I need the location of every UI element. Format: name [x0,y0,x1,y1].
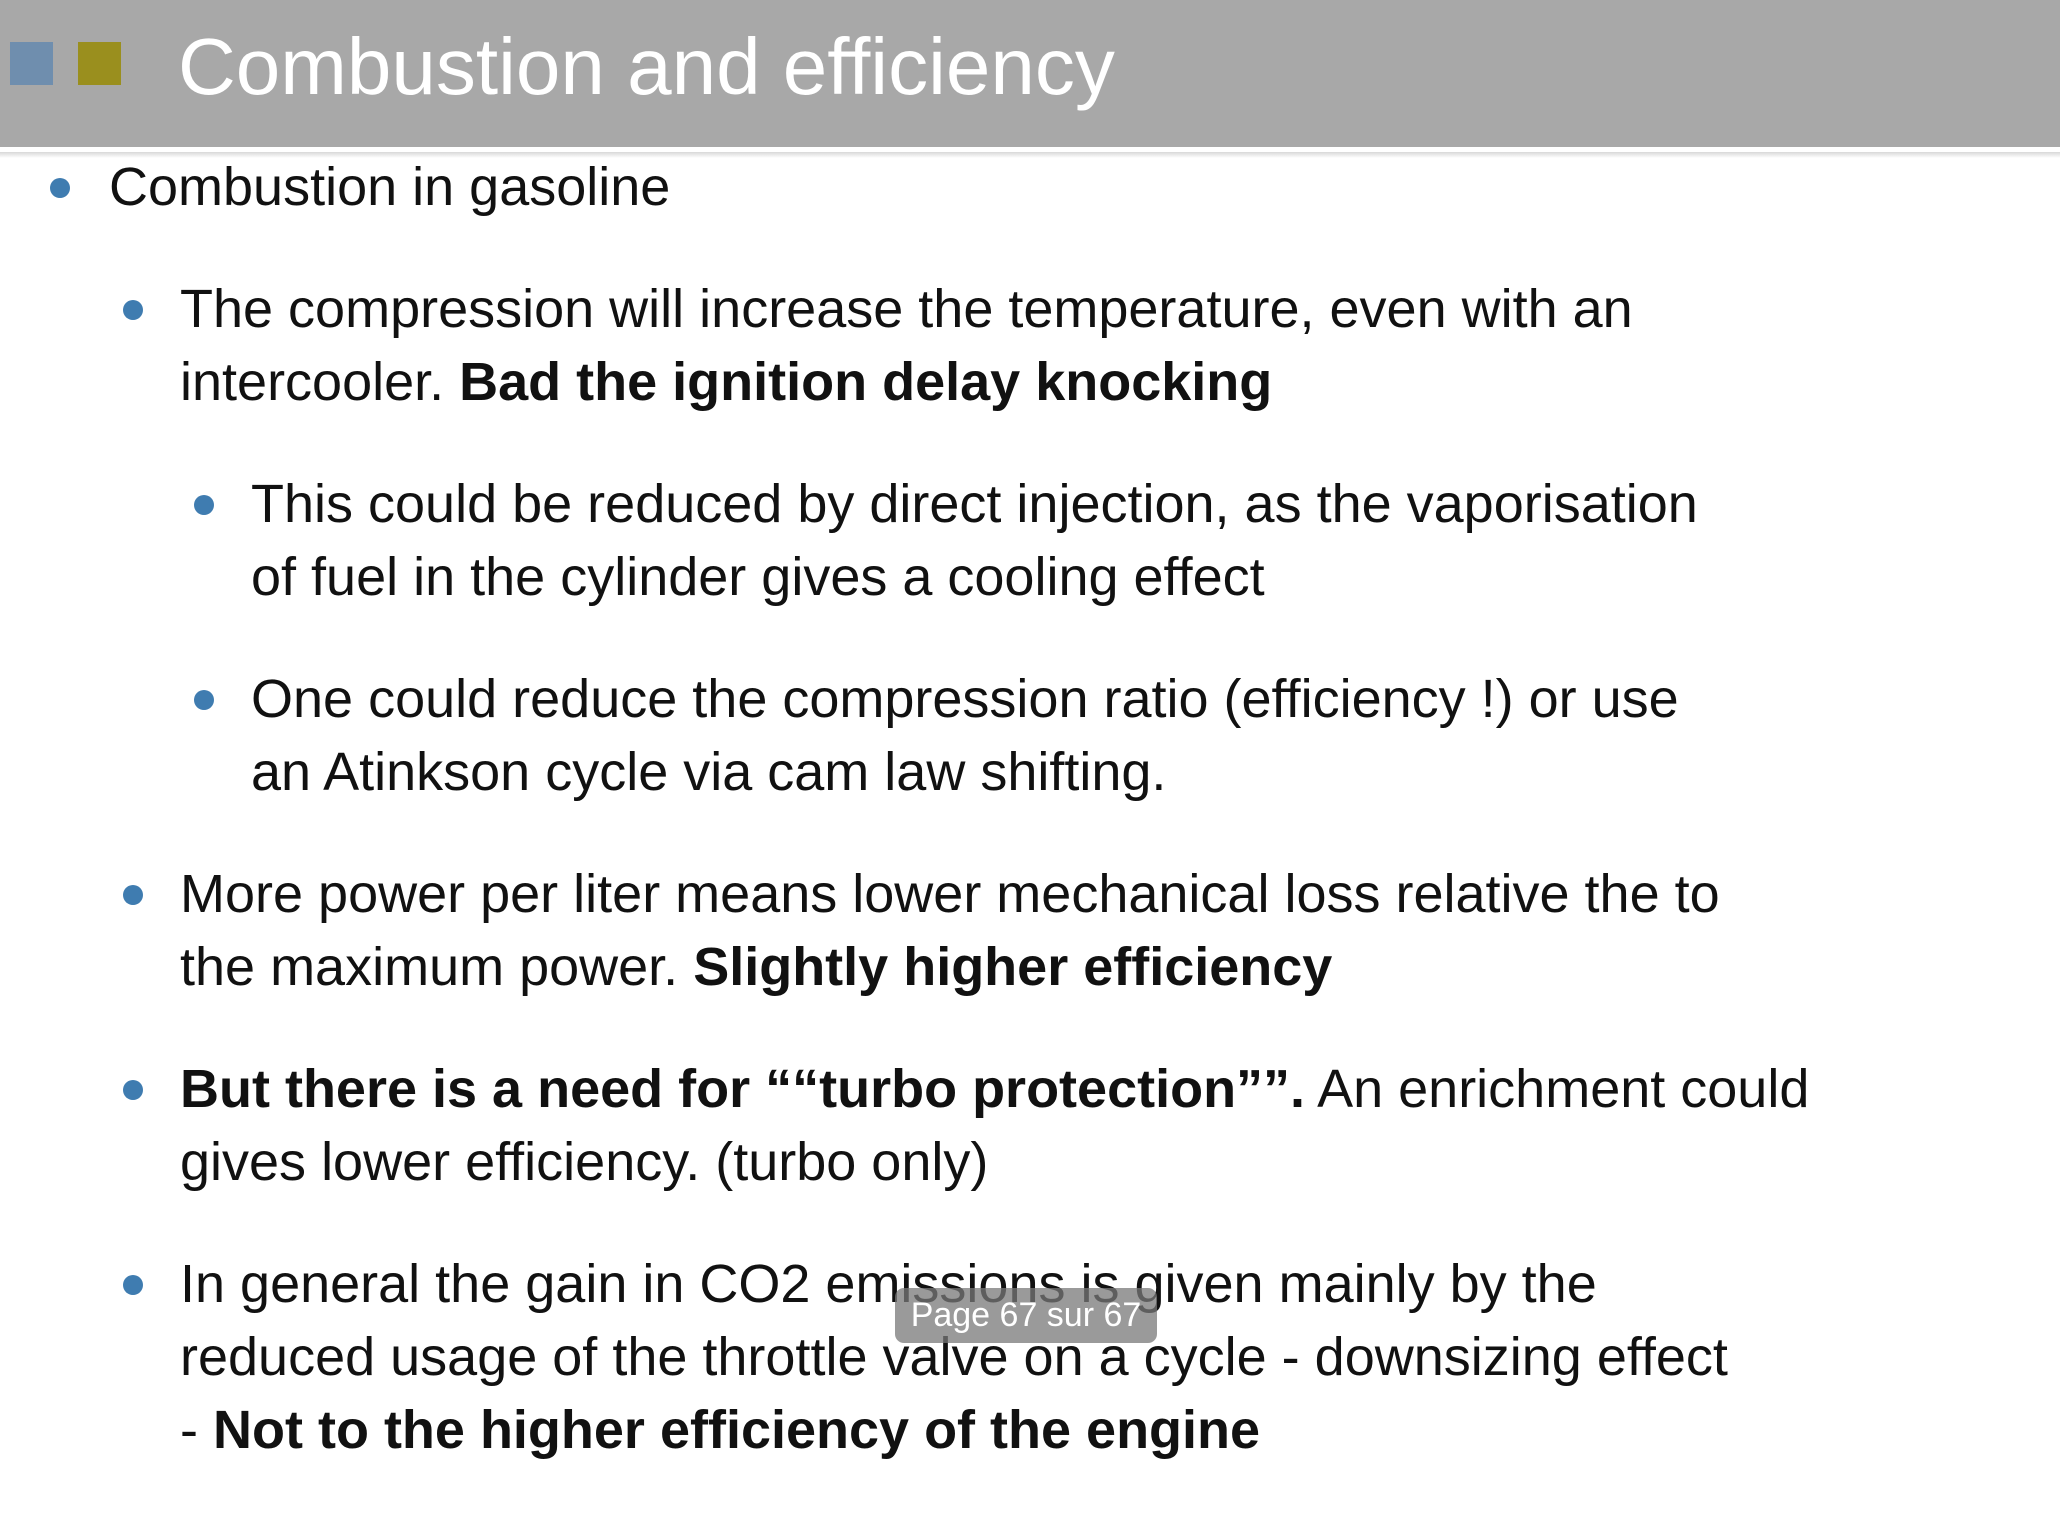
text-line: More power per liter means lower mechani… [180,858,2060,931]
text-line: - Not to the higher efficiency of the en… [180,1394,2060,1467]
bullet-item: One could reduce the compression ratio (… [0,663,2060,809]
text-line: reduced usage of the throttle valve on a… [180,1321,2060,1394]
text: The compression will increase the temper… [180,279,1633,339]
text-line: of fuel in the cylinder gives a cooling … [251,541,2060,614]
header-square [10,42,53,85]
header-rule [0,152,2060,158]
text-line: Combustion in gasoline [109,151,2060,224]
slide-title: Combustion and efficiency [178,22,1115,111]
text: the maximum power. [180,937,694,997]
text-line: But there is a need for ““turbo protecti… [180,1053,2060,1126]
bullet-item: This could be reduced by direct injectio… [0,468,2060,614]
bullet-item: Combustion in gasoline [0,151,2060,224]
bullet-dot [123,885,143,905]
bullet-item: In general the gain in CO2 emissions is … [0,1248,2060,1467]
text: In general the gain in CO2 emissions is … [180,1254,1597,1314]
text: More power per liter means lower mechani… [180,864,1720,924]
bold-text: Bad the ignition delay knocking [459,352,1273,412]
bullet-dot [123,300,143,320]
bullet-dot [123,1080,143,1100]
text: - [180,1400,213,1460]
bullet-dot [123,1275,143,1295]
text-line: gives lower efficiency. (turbo only) [180,1126,2060,1199]
bullet-dot [50,178,70,198]
text-line: intercooler. Bad the ignition delay knoc… [180,346,2060,419]
text: reduced usage of the throttle valve on a… [180,1327,1728,1387]
bullet-item: More power per liter means lower mechani… [0,858,2060,1004]
bold-text: Not to the higher efficiency of the engi… [213,1400,1261,1460]
text: An enrichment could [1305,1059,1810,1119]
text-line: In general the gain in CO2 emissions is … [180,1248,2060,1321]
text: gives lower efficiency. (turbo only) [180,1132,989,1192]
text-line: One could reduce the compression ratio (… [251,663,2060,736]
text-line: The compression will increase the temper… [180,273,2060,346]
text: One could reduce the compression ratio (… [251,669,1679,729]
header-square [78,42,121,85]
bullet-dot [194,495,214,515]
page: Combustion and efficiency Combustion in … [0,0,2060,1460]
text-line: This could be reduced by direct injectio… [251,468,2060,541]
bold-text: Slightly higher efficiency [693,937,1333,997]
text: an Atinkson cycle via cam law shifting. [251,742,1167,802]
bullet-item: But there is a need for ““turbo protecti… [0,1053,2060,1199]
text: Combustion in gasoline [109,157,671,217]
bold-text: But there is a need for ““turbo protecti… [180,1059,1306,1119]
text: of fuel in the cylinder gives a cooling … [251,547,1265,607]
text-line: an Atinkson cycle via cam law shifting. [251,736,2060,809]
text: intercooler. [180,352,460,412]
text: This could be reduced by direct injectio… [251,474,1698,534]
text-line: the maximum power. Slightly higher effic… [180,931,2060,1004]
bullet-item: The compression will increase the temper… [0,273,2060,419]
bullet-dot [194,690,214,710]
header-bar: Combustion and efficiency [0,0,2060,147]
bullet-list: Combustion in gasoline The compression wi… [0,151,2060,1516]
page-indicator: Page 67 sur 67 [895,1288,1157,1343]
